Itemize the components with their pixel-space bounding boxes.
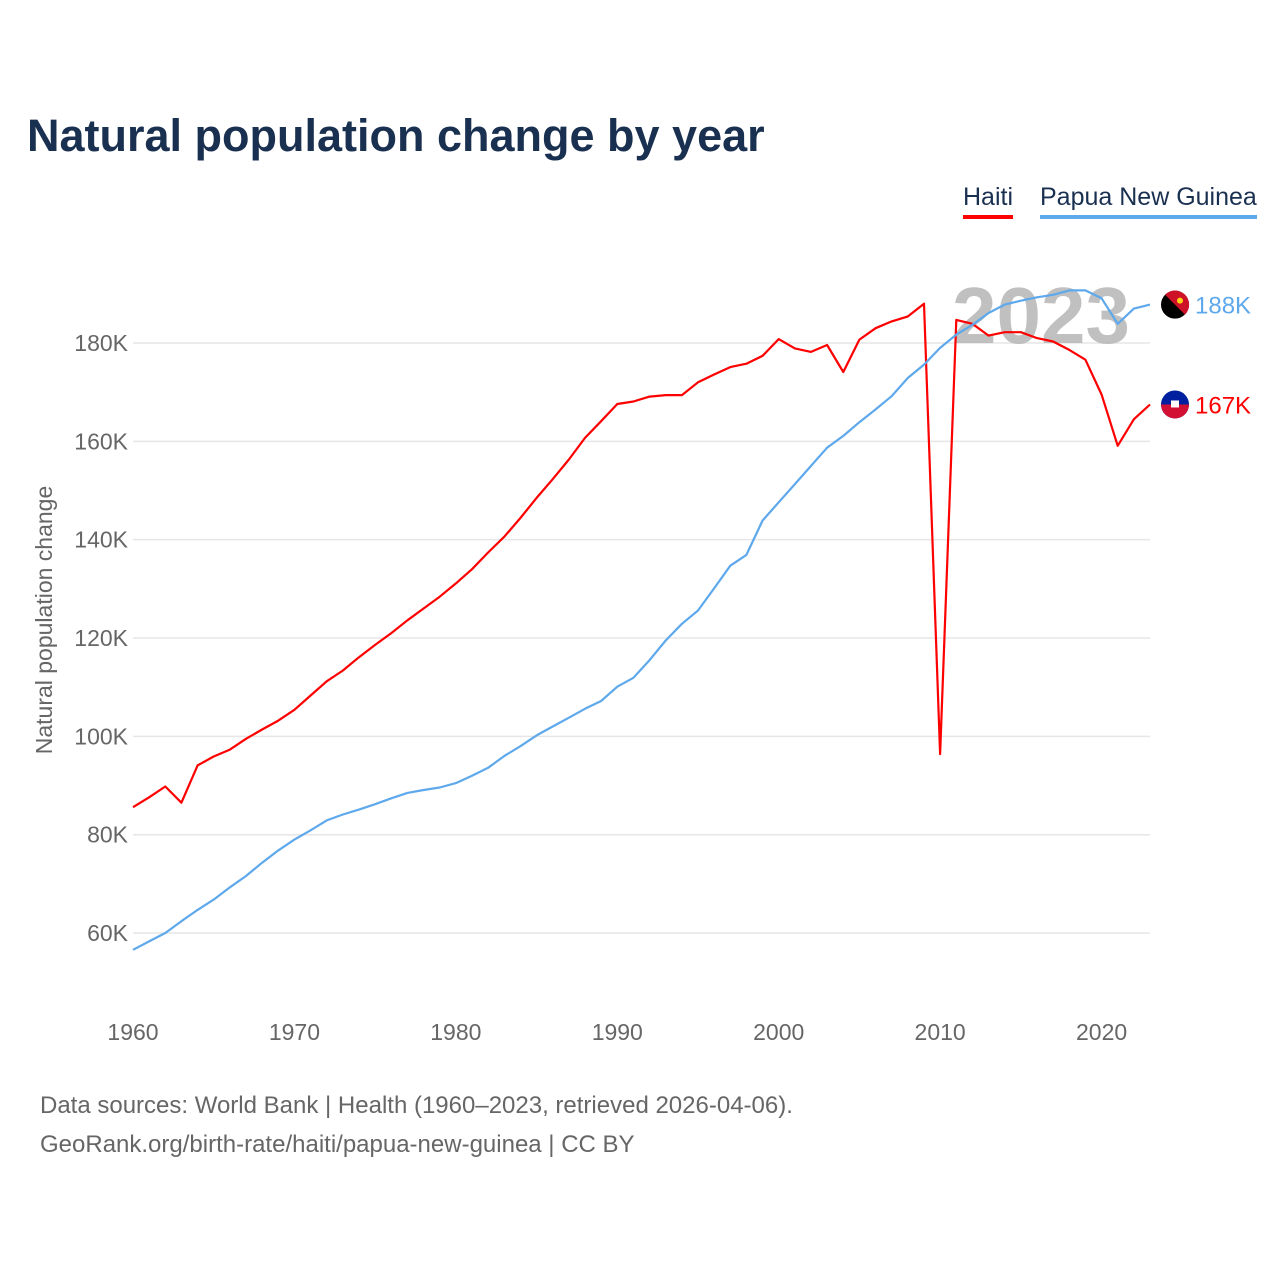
- png-flag-red-half: [1165, 290, 1190, 315]
- haiti-flag-emblem: [1171, 400, 1179, 408]
- y-tick-label: 80K: [87, 822, 129, 848]
- source-link[interactable]: GeoRank.org/birth-rate/haiti/papua-new-g…: [40, 1131, 635, 1158]
- chart-title: Natural population change by year: [27, 110, 765, 161]
- x-tick-label: 1970: [269, 1019, 320, 1045]
- x-tick-label: 2010: [915, 1019, 966, 1045]
- x-tick-label: 1960: [107, 1019, 158, 1045]
- year-watermark: 2023: [952, 271, 1130, 360]
- data-source-note: Data sources: World Bank | Health (1960–…: [40, 1092, 793, 1119]
- x-tick-label: 2000: [753, 1019, 804, 1045]
- footer: Data sources: World Bank | Health (1960–…: [40, 1086, 793, 1164]
- y-tick-label: 160K: [74, 428, 128, 454]
- y-tick-label: 180K: [74, 330, 128, 356]
- x-tick-label: 1980: [430, 1019, 481, 1045]
- series-line-papua-new-guinea: [132, 289, 1151, 951]
- y-tick-label: 100K: [74, 723, 128, 749]
- y-axis-label: Natural population change: [31, 486, 57, 755]
- y-tick-label: 140K: [74, 527, 128, 553]
- x-tick-label: 2020: [1076, 1019, 1127, 1045]
- x-tick-label: 1990: [592, 1019, 643, 1045]
- end-value-label: 188K: [1195, 293, 1251, 320]
- series-line-haiti: [132, 302, 1151, 809]
- y-tick-label: 120K: [74, 625, 128, 651]
- png-flag-bird: [1177, 297, 1183, 304]
- legend-item-papua-new-guinea[interactable]: Papua New Guinea: [1040, 183, 1257, 219]
- legend-item-haiti[interactable]: Haiti: [963, 183, 1014, 219]
- haiti-flag-red-half: [1161, 404, 1189, 419]
- end-value-label: 167K: [1195, 392, 1251, 419]
- y-tick-label: 60K: [87, 920, 129, 946]
